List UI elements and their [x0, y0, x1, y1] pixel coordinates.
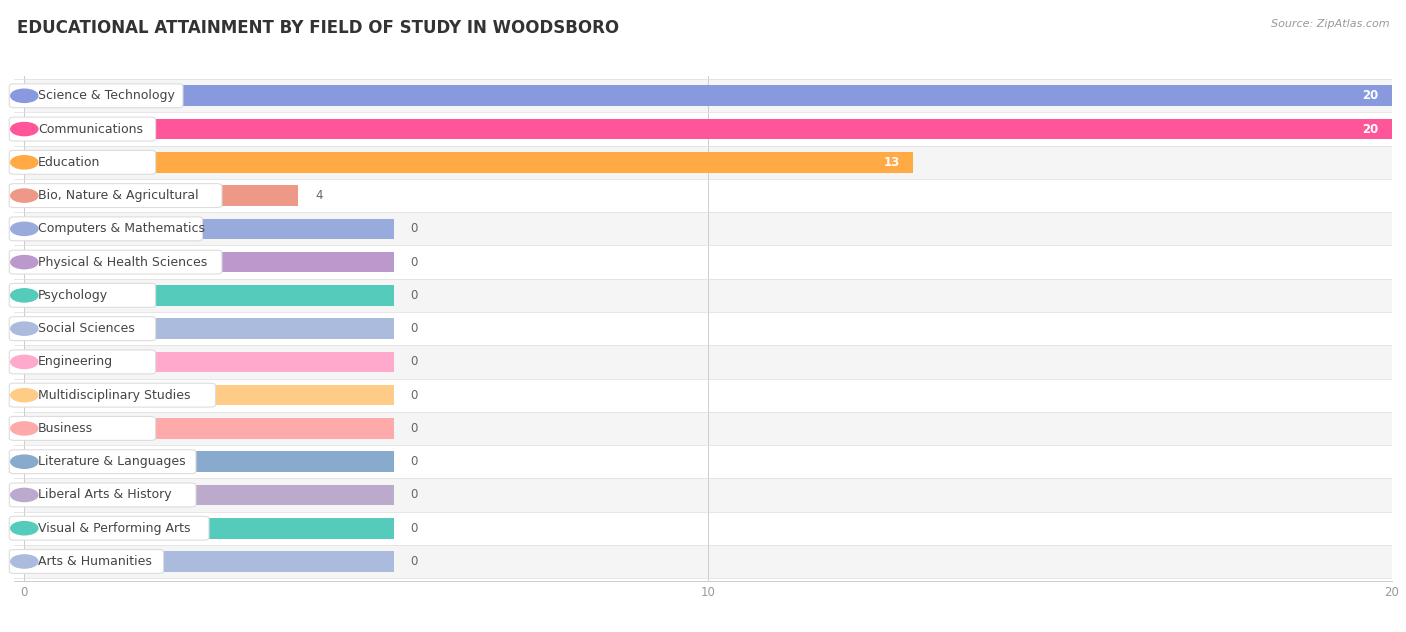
Text: Source: ZipAtlas.com: Source: ZipAtlas.com: [1271, 19, 1389, 29]
Text: Psychology: Psychology: [38, 289, 108, 302]
Circle shape: [11, 322, 38, 335]
Bar: [24, 285, 394, 306]
Bar: [24, 112, 1392, 146]
FancyBboxPatch shape: [10, 350, 156, 374]
Bar: [24, 312, 1392, 345]
Bar: [24, 179, 1392, 212]
Bar: [24, 319, 394, 339]
Circle shape: [11, 222, 38, 236]
Bar: [24, 478, 1392, 511]
Text: 0: 0: [411, 455, 418, 468]
Bar: [24, 212, 1392, 245]
Bar: [24, 451, 394, 472]
Circle shape: [11, 521, 38, 535]
FancyBboxPatch shape: [10, 184, 222, 207]
Bar: [24, 252, 394, 272]
FancyBboxPatch shape: [10, 150, 156, 174]
Text: 0: 0: [411, 289, 418, 302]
Bar: [24, 379, 1392, 412]
Text: Literature & Languages: Literature & Languages: [38, 455, 186, 468]
Text: Visual & Performing Arts: Visual & Performing Arts: [38, 522, 190, 535]
Circle shape: [11, 455, 38, 468]
Bar: [24, 119, 1392, 140]
Bar: [24, 185, 298, 206]
Circle shape: [11, 489, 38, 502]
Text: 0: 0: [411, 322, 418, 335]
Text: EDUCATIONAL ATTAINMENT BY FIELD OF STUDY IN WOODSBORO: EDUCATIONAL ATTAINMENT BY FIELD OF STUDY…: [17, 19, 619, 37]
Text: 20: 20: [1362, 89, 1378, 102]
Bar: [24, 245, 1392, 279]
Bar: [24, 351, 394, 372]
Text: Education: Education: [38, 156, 100, 169]
Bar: [24, 146, 1392, 179]
Bar: [24, 345, 1392, 379]
Circle shape: [11, 422, 38, 435]
Text: 0: 0: [411, 389, 418, 402]
Text: 0: 0: [411, 422, 418, 435]
FancyBboxPatch shape: [10, 383, 215, 407]
Circle shape: [11, 155, 38, 169]
Text: Science & Technology: Science & Technology: [38, 89, 174, 102]
Text: Engineering: Engineering: [38, 355, 112, 368]
Circle shape: [11, 355, 38, 368]
Text: 0: 0: [411, 222, 418, 235]
Bar: [24, 412, 1392, 445]
Bar: [24, 518, 394, 538]
FancyBboxPatch shape: [10, 217, 202, 241]
Bar: [24, 445, 1392, 478]
FancyBboxPatch shape: [10, 117, 156, 141]
Bar: [24, 545, 1392, 578]
Circle shape: [11, 123, 38, 136]
Bar: [24, 219, 394, 239]
Text: 4: 4: [315, 189, 322, 202]
FancyBboxPatch shape: [10, 250, 222, 274]
Circle shape: [11, 89, 38, 102]
FancyBboxPatch shape: [10, 516, 209, 540]
Bar: [24, 279, 1392, 312]
Text: Physical & Health Sciences: Physical & Health Sciences: [38, 255, 207, 269]
Bar: [24, 385, 394, 406]
Bar: [24, 551, 394, 572]
Text: Bio, Nature & Agricultural: Bio, Nature & Agricultural: [38, 189, 198, 202]
Circle shape: [11, 189, 38, 202]
Text: 0: 0: [411, 522, 418, 535]
Text: Computers & Mathematics: Computers & Mathematics: [38, 222, 205, 235]
FancyBboxPatch shape: [10, 450, 195, 473]
FancyBboxPatch shape: [10, 416, 156, 441]
Text: 0: 0: [411, 355, 418, 368]
Bar: [24, 418, 394, 439]
Text: 0: 0: [411, 555, 418, 568]
Text: Arts & Humanities: Arts & Humanities: [38, 555, 152, 568]
Text: Multidisciplinary Studies: Multidisciplinary Studies: [38, 389, 190, 402]
Circle shape: [11, 389, 38, 402]
Circle shape: [11, 555, 38, 568]
FancyBboxPatch shape: [10, 283, 156, 307]
Text: Liberal Arts & History: Liberal Arts & History: [38, 489, 172, 501]
Bar: [24, 79, 1392, 112]
Bar: [24, 85, 1392, 106]
Text: 0: 0: [411, 255, 418, 269]
Bar: [24, 152, 914, 173]
Circle shape: [11, 289, 38, 302]
Text: 13: 13: [883, 156, 900, 169]
FancyBboxPatch shape: [10, 550, 163, 573]
Bar: [24, 511, 1392, 545]
Text: 20: 20: [1362, 123, 1378, 135]
Text: Business: Business: [38, 422, 93, 435]
FancyBboxPatch shape: [10, 483, 195, 507]
Circle shape: [11, 255, 38, 269]
FancyBboxPatch shape: [10, 84, 183, 107]
Text: Social Sciences: Social Sciences: [38, 322, 135, 335]
Text: 0: 0: [411, 489, 418, 501]
Text: Communications: Communications: [38, 123, 143, 135]
Bar: [24, 485, 394, 505]
FancyBboxPatch shape: [10, 317, 156, 341]
